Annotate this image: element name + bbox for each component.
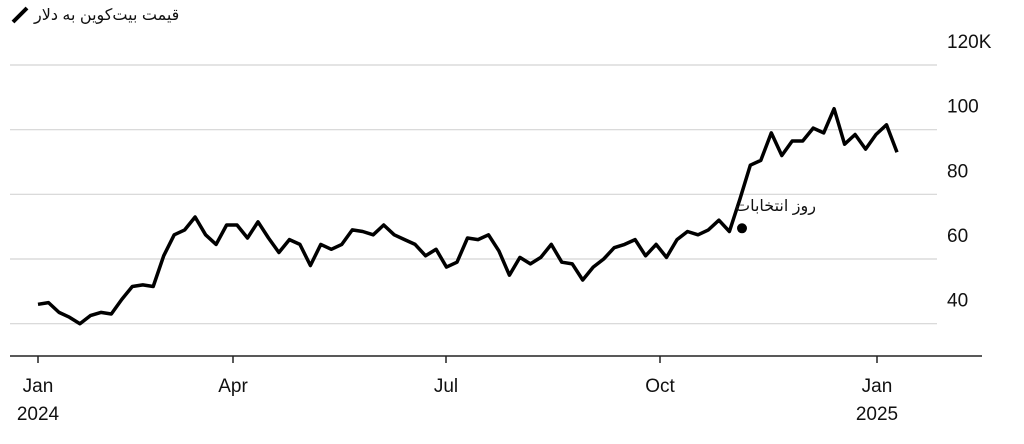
x-tick-label: Jan [862,376,893,397]
x-tick-label: Apr [218,376,248,397]
x-tick-label: 2024 [17,404,60,425]
y-tick-label: 60 [947,226,968,247]
x-tick-label: Oct [645,376,675,397]
x-tick-label: 2025 [856,404,898,425]
y-tick-label: 40 [947,291,968,312]
annotation-label: روز انتخابات [735,198,816,216]
x-tick-label: Jul [434,376,458,397]
y-tick-label: 100 [947,97,979,118]
x-tick-label: Jan [23,376,54,397]
price-line [37,106,899,326]
annotation-dot [737,223,747,234]
chart-title: قیمت بیت‌کوین به دلار [33,7,179,25]
y-tick-label: 120K [947,32,992,53]
y-tick-label: 80 [947,161,968,182]
title-icon [11,6,29,24]
